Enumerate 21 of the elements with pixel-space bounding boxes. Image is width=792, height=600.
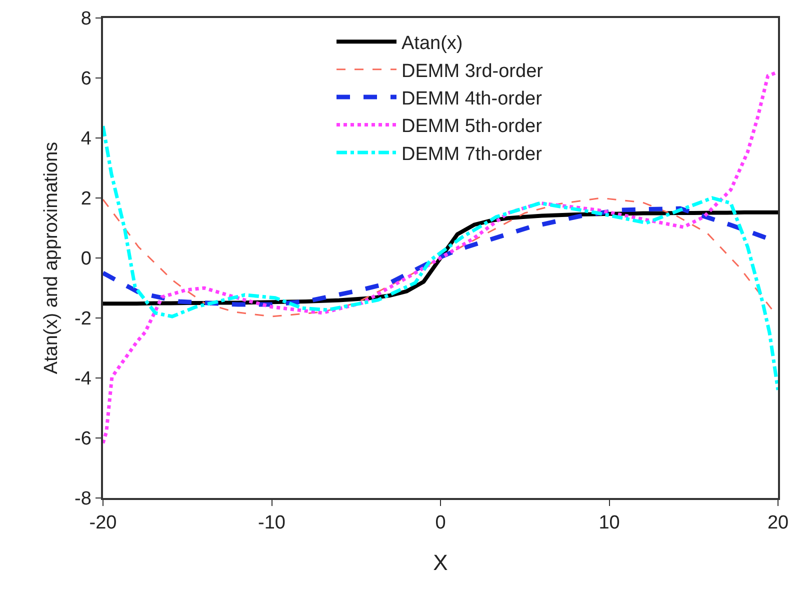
y-tick-label: -8 (74, 488, 92, 510)
y-tick-label: 6 (80, 68, 92, 90)
legend-label: DEMM 3rd-order (402, 60, 544, 82)
legend-label: Atan(x) (402, 33, 463, 54)
y-tick-label: 8 (80, 8, 92, 30)
x-tick-label: 0 (435, 512, 446, 534)
y-tick-label: 2 (80, 188, 92, 210)
legend-label: DEMM 4th-order (402, 88, 543, 110)
legend-label: DEMM 5th-order (402, 116, 543, 138)
y-tick-label: -4 (74, 368, 92, 390)
y-axis-title: Atan(x) and approximations (40, 142, 62, 374)
x-tick-label: 10 (598, 512, 620, 534)
x-tick-label: -20 (89, 512, 117, 534)
y-tick-label: -2 (74, 308, 92, 330)
x-axis-title: X (433, 550, 448, 575)
legend-label: DEMM 7th-order (402, 144, 543, 165)
y-tick-label: 4 (80, 128, 92, 150)
x-tick-label: -10 (258, 512, 286, 534)
y-tick-label: 0 (80, 248, 92, 270)
x-tick-label: 20 (767, 512, 789, 534)
y-tick-label: -6 (74, 428, 92, 450)
